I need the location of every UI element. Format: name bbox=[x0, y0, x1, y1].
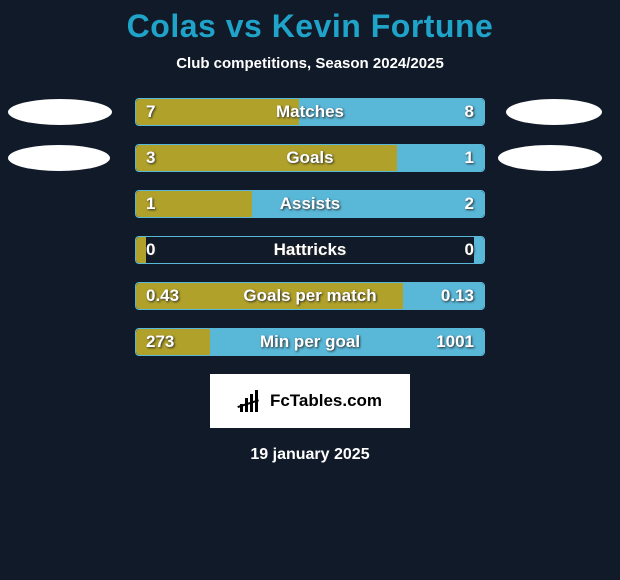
deco-ellipse bbox=[506, 99, 602, 125]
stat-value-right: 0 bbox=[465, 237, 474, 263]
page-title: Colas vs Kevin Fortune bbox=[0, 0, 620, 45]
deco-ellipse bbox=[498, 145, 602, 171]
deco-ellipse bbox=[8, 99, 112, 125]
bar-left bbox=[136, 283, 403, 309]
deco-ellipse bbox=[8, 145, 110, 171]
stat-row-mpg: Min per goal2731001 bbox=[135, 328, 485, 356]
bar-right bbox=[397, 145, 484, 171]
stat-row-assists: Assists12 bbox=[135, 190, 485, 218]
comparison-chart: Matches78 Goals31 Assists12 Hattricks0 0 Goal… bbox=[0, 98, 620, 356]
bar-left bbox=[136, 99, 299, 125]
bar-right bbox=[403, 283, 484, 309]
stat-value-left: 0 bbox=[146, 237, 155, 263]
bar-left bbox=[136, 237, 146, 263]
bar-right bbox=[299, 99, 484, 125]
bar-chart-icon bbox=[238, 390, 264, 412]
bar-right bbox=[252, 191, 484, 217]
date-label: 19 january 2025 bbox=[0, 446, 620, 464]
page-subtitle: Club competitions, Season 2024/2025 bbox=[0, 55, 620, 72]
stat-row-matches: Matches78 bbox=[135, 98, 485, 126]
logo-text: FcTables.com bbox=[270, 391, 382, 411]
stat-row-goals: Goals31 bbox=[135, 144, 485, 172]
logo-banner: FcTables.com bbox=[210, 374, 410, 428]
bar-left bbox=[136, 145, 397, 171]
bar-right bbox=[474, 237, 484, 263]
stat-label: Hattricks bbox=[136, 237, 484, 263]
stat-row-hattricks: Hattricks0 0 bbox=[135, 236, 485, 264]
bar-right bbox=[210, 329, 484, 355]
bar-left bbox=[136, 191, 252, 217]
stat-row-gpm: Goals per match0.430.13 bbox=[135, 282, 485, 310]
bar-left bbox=[136, 329, 210, 355]
